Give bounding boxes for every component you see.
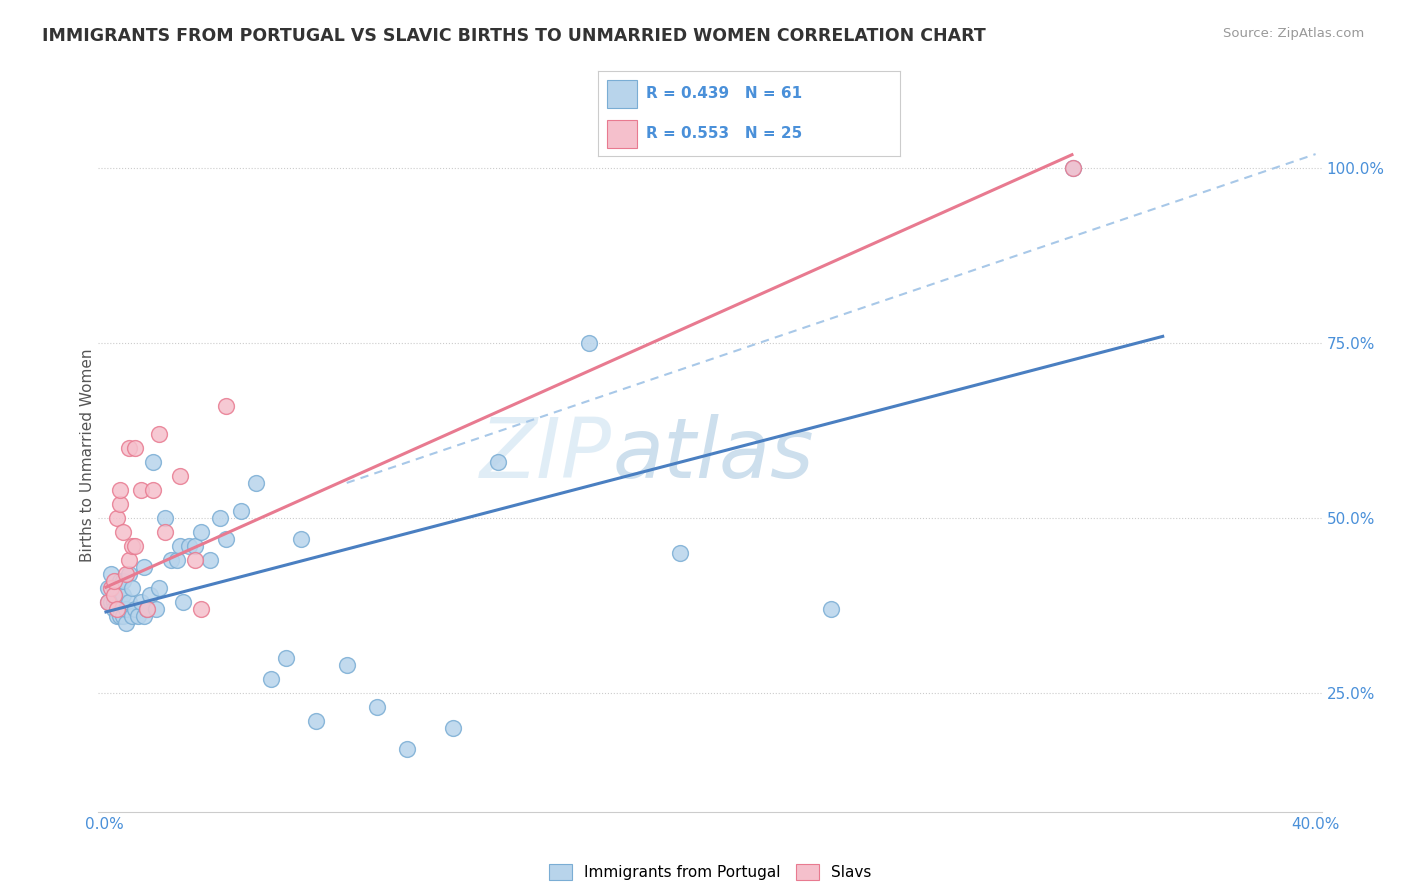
Point: [132, 559, 155, 574]
Point: [103, 588, 125, 602]
Point: [100, 566, 122, 581]
Point: [105, 511, 128, 525]
Point: [153, 524, 176, 539]
Point: [114, 602, 136, 616]
Point: [214, 532, 236, 546]
Point: [111, 524, 134, 539]
Point: [169, 469, 191, 483]
Text: R = 0.553   N = 25: R = 0.553 N = 25: [645, 126, 803, 141]
Point: [184, 539, 207, 553]
Point: [245, 475, 267, 490]
Point: [129, 595, 152, 609]
Point: [100, 581, 122, 595]
Point: [208, 511, 231, 525]
Point: [105, 602, 128, 616]
Point: [179, 539, 201, 553]
Point: [190, 602, 212, 616]
Point: [96, 595, 118, 609]
Point: [100, 595, 122, 609]
Point: [396, 741, 419, 756]
Point: [276, 650, 298, 665]
Point: [145, 602, 167, 616]
Point: [148, 581, 170, 595]
Bar: [606, 80, 637, 108]
Point: [105, 602, 128, 616]
Point: [184, 553, 207, 567]
Point: [121, 539, 143, 553]
Point: [103, 581, 125, 595]
Point: [142, 483, 165, 497]
Point: [103, 574, 125, 588]
Point: [305, 714, 328, 728]
Point: [108, 602, 131, 616]
Point: [127, 608, 149, 623]
Point: [142, 455, 165, 469]
Point: [260, 672, 283, 686]
Point: [135, 602, 157, 616]
Point: [1062, 161, 1084, 175]
Point: [105, 595, 128, 609]
Point: [166, 553, 188, 567]
Text: ZIP: ZIP: [481, 415, 612, 495]
Point: [820, 602, 842, 616]
Point: [132, 608, 155, 623]
Point: [139, 588, 162, 602]
Text: Source: ZipAtlas.com: Source: ZipAtlas.com: [1223, 27, 1364, 40]
Point: [214, 399, 236, 413]
Point: [114, 615, 136, 630]
Point: [118, 441, 141, 455]
Point: [124, 441, 146, 455]
Text: R = 0.439   N = 61: R = 0.439 N = 61: [645, 87, 801, 102]
Point: [229, 504, 252, 518]
Point: [169, 539, 191, 553]
Point: [290, 532, 312, 546]
Point: [124, 539, 146, 553]
Point: [441, 721, 464, 735]
Point: [108, 497, 131, 511]
Point: [129, 483, 152, 497]
Point: [135, 602, 157, 616]
Point: [336, 657, 359, 672]
Point: [148, 426, 170, 441]
Point: [160, 553, 183, 567]
Point: [108, 608, 131, 623]
Point: [578, 336, 600, 351]
Point: [121, 581, 143, 595]
Point: [111, 588, 134, 602]
Point: [108, 574, 131, 588]
Point: [200, 553, 222, 567]
Point: [1062, 161, 1084, 175]
Point: [118, 553, 141, 567]
Point: [111, 608, 134, 623]
Point: [114, 566, 136, 581]
Y-axis label: Births to Unmarried Women: Births to Unmarried Women: [80, 348, 94, 562]
Point: [105, 608, 128, 623]
Text: IMMIGRANTS FROM PORTUGAL VS SLAVIC BIRTHS TO UNMARRIED WOMEN CORRELATION CHART: IMMIGRANTS FROM PORTUGAL VS SLAVIC BIRTH…: [42, 27, 986, 45]
Point: [121, 608, 143, 623]
Point: [108, 483, 131, 497]
Point: [118, 566, 141, 581]
Point: [111, 574, 134, 588]
Point: [96, 581, 118, 595]
Point: [366, 699, 388, 714]
Point: [108, 595, 131, 609]
Point: [118, 595, 141, 609]
Point: [108, 588, 131, 602]
Legend: Immigrants from Portugal, Slavs: Immigrants from Portugal, Slavs: [543, 858, 877, 886]
Bar: [606, 120, 637, 147]
Text: atlas: atlas: [612, 415, 814, 495]
Point: [103, 595, 125, 609]
Point: [153, 511, 176, 525]
Point: [668, 546, 690, 560]
Point: [124, 602, 146, 616]
Point: [172, 595, 194, 609]
Point: [96, 595, 118, 609]
Point: [190, 524, 212, 539]
Point: [105, 581, 128, 595]
Point: [486, 455, 509, 469]
Point: [103, 602, 125, 616]
